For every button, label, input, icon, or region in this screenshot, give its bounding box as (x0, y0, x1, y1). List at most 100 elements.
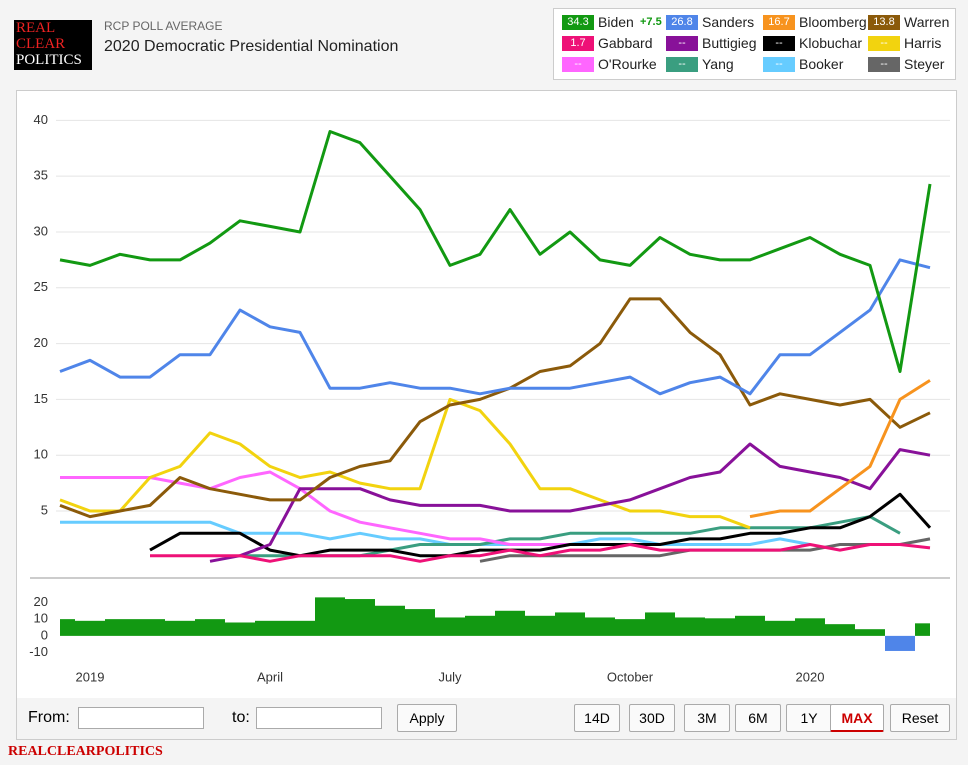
spread-area (255, 620, 285, 636)
apply-button[interactable]: Apply (397, 704, 457, 732)
series-line (749, 379, 931, 519)
legend-swatch: -- (763, 36, 795, 51)
spread-area (915, 623, 930, 636)
y-tick-label: 30 (34, 223, 48, 238)
legend-swatch: -- (868, 57, 900, 72)
range-button[interactable]: 1Y (786, 704, 832, 732)
spread-area (585, 617, 615, 636)
x-tick-label: 2019 (76, 669, 105, 684)
legend-swatch: -- (666, 36, 698, 51)
legend-swatch: -- (562, 57, 594, 72)
legend-swatch: 1.7 (562, 36, 594, 51)
spread-area (735, 615, 765, 636)
spread-area (765, 620, 795, 636)
legend-label: Sanders (702, 14, 755, 30)
legend-swatch: -- (666, 57, 698, 72)
series-line (149, 492, 932, 558)
range-button[interactable]: 30D (629, 704, 675, 732)
spread-area (375, 605, 405, 636)
x-tick-label: 2020 (796, 669, 825, 684)
spread-area (135, 619, 165, 636)
spread-area (555, 612, 585, 636)
spread-area (645, 612, 675, 636)
spread-area (60, 619, 75, 636)
logo-line: REAL (16, 20, 56, 36)
spread-area (885, 635, 915, 651)
spread-area (705, 618, 735, 636)
spread-area (165, 620, 195, 636)
legend-label: Gabbard (598, 35, 653, 51)
y-tick-label: 35 (34, 168, 48, 183)
spread-area (285, 620, 315, 636)
range-button[interactable]: 14D (574, 704, 620, 732)
legend-label: Warren (904, 14, 950, 30)
legend-label: Buttigieg (702, 35, 757, 51)
spread-area (345, 599, 375, 636)
legend-swatch: 26.8 (666, 15, 698, 30)
legend-label: Klobuchar (799, 35, 863, 51)
legend-label: Booker (799, 56, 844, 72)
legend-swatch: 13.8 (868, 15, 900, 30)
to-label: to: (232, 709, 250, 726)
series-line (60, 470, 630, 546)
from-input[interactable] (78, 707, 204, 729)
range-button[interactable]: MAX (830, 704, 884, 732)
chart-frame (16, 90, 957, 699)
y-tick-label: 0 (41, 627, 48, 642)
spread-area (105, 619, 135, 636)
range-button[interactable]: 3M (684, 704, 730, 732)
legend-label: Harris (904, 35, 942, 51)
series-line (59, 258, 931, 396)
y-tick-label: 40 (34, 112, 48, 127)
series-line (59, 297, 931, 519)
legend-label: Biden (598, 14, 634, 30)
spread-area (675, 617, 705, 636)
legend-label: Bloomberg (799, 14, 867, 30)
spread-area (195, 619, 225, 636)
legend-swatch: 16.7 (763, 15, 795, 30)
y-tick-label: 25 (34, 279, 48, 294)
x-tick-label: April (257, 669, 283, 684)
spread-area (225, 622, 255, 636)
y-tick-label: 10 (34, 611, 48, 626)
spread-area (825, 624, 855, 636)
spread-area (495, 610, 525, 636)
range-button[interactable]: 6M (735, 704, 781, 732)
reset-button[interactable]: Reset (890, 704, 950, 732)
legend-change: +7.5 (640, 16, 662, 28)
to-input[interactable] (256, 707, 382, 729)
y-tick-label: 20 (34, 594, 48, 609)
logo: REAL CLEAR POLITICS (14, 20, 92, 70)
x-tick-label: July (438, 669, 462, 684)
y-tick-label: 10 (34, 447, 48, 462)
series-line (150, 543, 931, 563)
logo-line: POLITICS (16, 52, 82, 68)
spread-area (615, 619, 645, 636)
legend-swatch: -- (868, 36, 900, 51)
spread-area (75, 620, 105, 636)
logo-line: CLEAR (16, 36, 66, 52)
legend-swatch: 34.3 (562, 15, 594, 30)
series-line (60, 520, 811, 546)
series-line (59, 397, 751, 530)
y-tick-label: -10 (29, 644, 48, 659)
legend-label: Steyer (904, 56, 945, 72)
series-line (209, 442, 931, 563)
legend-swatch: -- (763, 57, 795, 72)
y-tick-label: 15 (34, 391, 48, 406)
chart-title: 2020 Democratic Presidential Nomination (104, 38, 399, 55)
series-line (59, 130, 932, 373)
y-tick-label: 5 (41, 502, 48, 517)
spread-area (465, 615, 495, 636)
legend: 34.3 Biden +7.5 26.8 Sanders 16.7 Bloomberg 13.… (553, 8, 956, 80)
legend-label: Yang (702, 56, 734, 72)
spread-area (855, 629, 885, 636)
y-tick-label: 20 (34, 335, 48, 350)
spread-area (315, 597, 345, 636)
from-label: From: (28, 709, 70, 726)
legend-label: O'Rourke (598, 56, 657, 72)
spread-area (405, 609, 435, 636)
spread-area (525, 615, 555, 636)
